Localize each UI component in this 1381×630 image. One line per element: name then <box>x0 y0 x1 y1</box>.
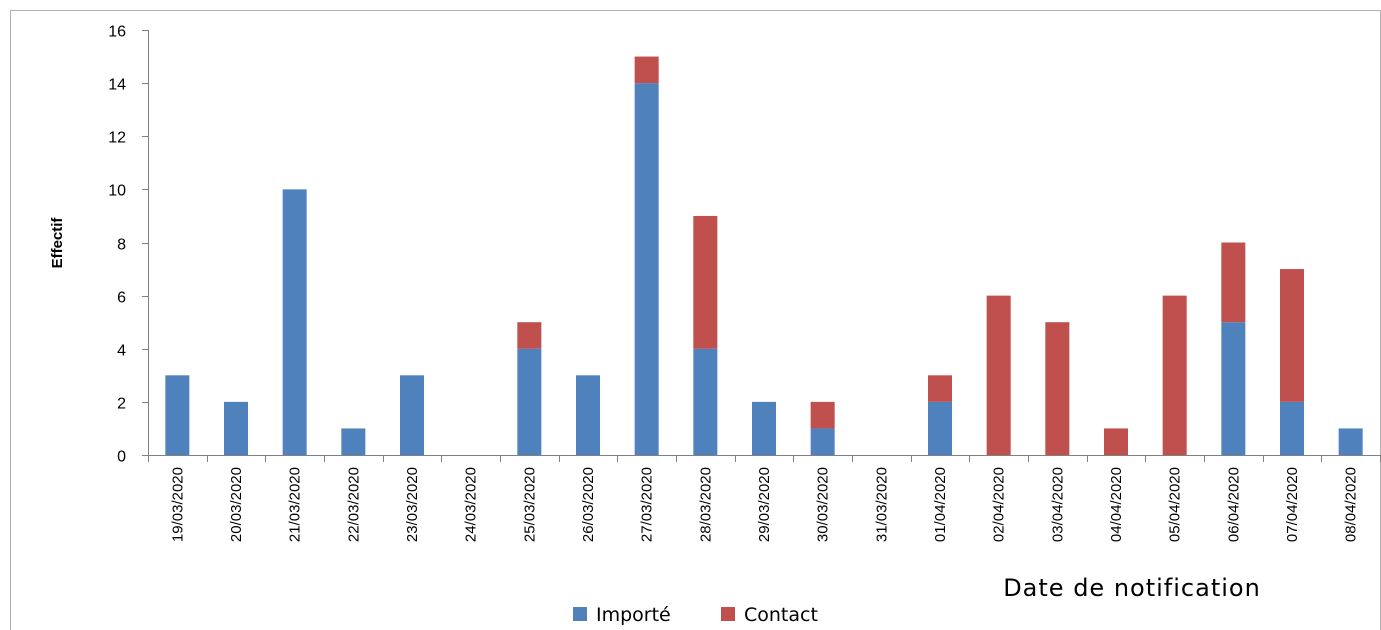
x-tick-label: 29/03/2020 <box>756 467 773 542</box>
x-tick-label: 08/04/2020 <box>1343 467 1360 542</box>
bar-importe <box>165 375 190 455</box>
y-tick-label: 16 <box>108 24 126 41</box>
x-tick-label: 05/04/2020 <box>1167 467 1184 542</box>
bar-contact <box>1221 242 1246 323</box>
x-tick-label: 04/04/2020 <box>1108 467 1125 542</box>
y-axis-label: Effectif <box>49 217 66 269</box>
bar-importe <box>928 401 952 455</box>
y-tick-label: 0 <box>117 449 126 466</box>
bar-importe <box>282 189 307 455</box>
bar-contact <box>928 375 952 402</box>
bar-importe <box>224 401 248 455</box>
y-tick-label: 2 <box>117 396 126 413</box>
x-tick-label: 22/03/2020 <box>345 467 362 542</box>
bar-importe <box>1338 428 1363 455</box>
bar-contact <box>1045 322 1070 455</box>
y-tick-label: 10 <box>108 183 126 200</box>
bar-contact <box>517 322 542 349</box>
bar-contact <box>1280 269 1304 402</box>
bar-contact <box>810 401 835 429</box>
legend-label-contact: Contact <box>744 604 818 626</box>
x-tick-label: 06/04/2020 <box>1225 467 1242 542</box>
y-tick-label: 4 <box>117 343 126 360</box>
x-tick-label: 24/03/2020 <box>463 467 480 542</box>
bar-importe <box>576 375 600 455</box>
x-tick-label: 27/03/2020 <box>639 467 656 542</box>
x-tick-label: 03/04/2020 <box>1049 467 1066 542</box>
bar-contact <box>1162 295 1187 455</box>
x-tick-label: 02/04/2020 <box>991 467 1008 542</box>
x-tick-label: 26/03/2020 <box>580 467 597 542</box>
x-tick-label: 31/03/2020 <box>873 467 890 542</box>
legend-label-importe: Importé <box>596 604 671 626</box>
x-tick-label: 19/03/2020 <box>169 467 186 542</box>
legend: Importé Contact <box>573 604 818 626</box>
x-tick-label: 23/03/2020 <box>404 467 421 542</box>
legend-swatch-contact <box>721 607 735 621</box>
x-axis-label: Date de notification <box>1003 574 1261 602</box>
bar-importe <box>693 348 718 455</box>
y-axis: 0 2 4 6 8 10 12 14 16 <box>108 24 149 466</box>
x-tick-label: 28/03/2020 <box>697 467 714 542</box>
bar-importe <box>810 428 835 455</box>
bar-importe <box>634 83 659 455</box>
x-tick-label: 20/03/2020 <box>228 467 245 542</box>
x-tick-label: 21/03/2020 <box>287 467 304 542</box>
bars <box>165 56 1363 455</box>
x-tick-label: 30/03/2020 <box>815 467 832 542</box>
legend-swatch-importe <box>573 607 587 621</box>
bar-importe <box>1221 322 1246 455</box>
x-tick-label: 25/03/2020 <box>521 467 538 542</box>
y-tick-label: 14 <box>108 77 126 94</box>
x-tick-label: 07/04/2020 <box>1284 467 1301 542</box>
y-tick-label: 12 <box>108 130 126 147</box>
bar-importe <box>517 348 542 455</box>
bar-importe <box>752 401 776 455</box>
y-tick-label: 6 <box>117 290 126 307</box>
bar-contact <box>693 215 718 349</box>
bar-importe <box>400 375 424 455</box>
bar-contact <box>634 56 659 84</box>
x-axis: 19/03/2020 20/03/2020 21/03/2020 22/03/2020… <box>148 455 1381 542</box>
bar-importe <box>1280 401 1304 455</box>
x-tick-label: 01/04/2020 <box>932 467 949 542</box>
bar-contact <box>1104 428 1128 455</box>
y-tick-label: 8 <box>117 237 126 254</box>
bar-contact <box>986 295 1011 455</box>
bar-importe <box>341 428 366 455</box>
